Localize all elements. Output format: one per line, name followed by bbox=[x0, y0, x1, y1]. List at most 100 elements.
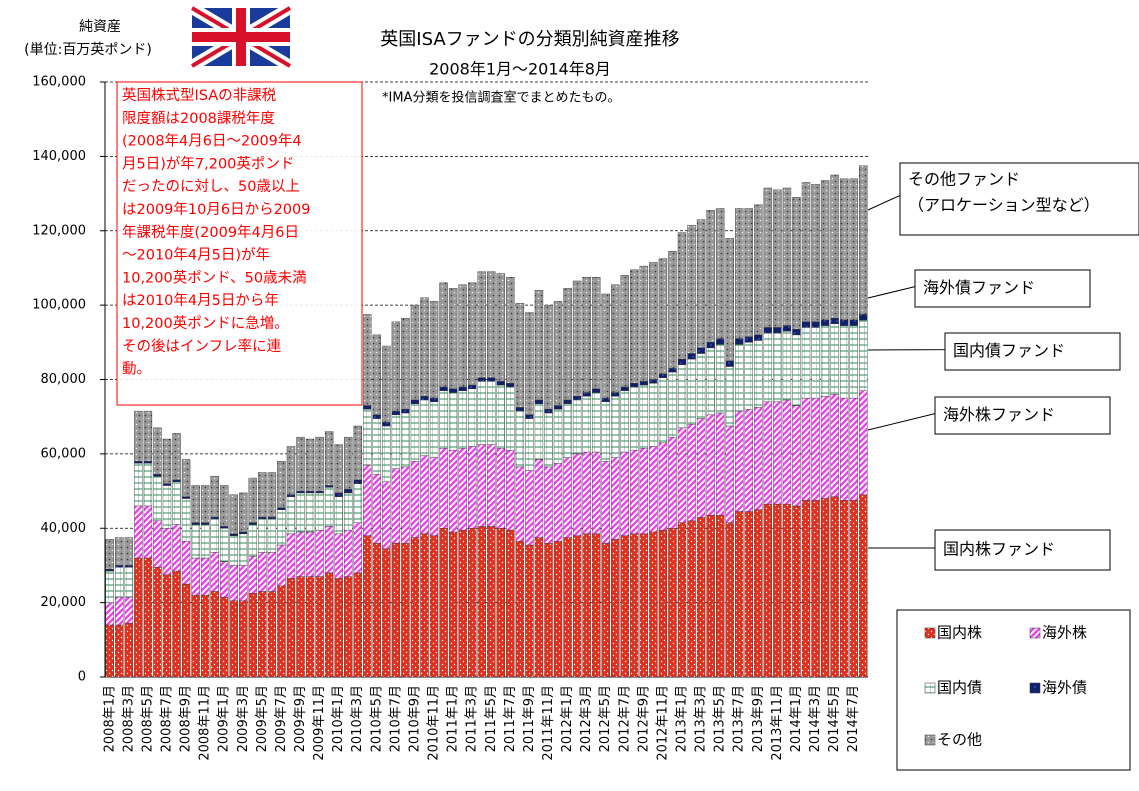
bar-segment bbox=[544, 304, 553, 410]
bar-segment bbox=[582, 451, 591, 535]
bar-segment bbox=[715, 515, 725, 678]
bar-segment bbox=[448, 288, 458, 389]
bar-segment bbox=[544, 409, 553, 414]
bar-segment bbox=[296, 531, 305, 577]
bar-segment bbox=[105, 602, 114, 626]
bar-segment bbox=[525, 312, 534, 416]
x-tick-label: 2009年9月 bbox=[293, 685, 308, 752]
bar-segment bbox=[410, 304, 420, 401]
bar-segment bbox=[401, 412, 410, 468]
callout-box bbox=[899, 162, 1139, 236]
bar-segment bbox=[859, 494, 868, 678]
bar-segment bbox=[458, 386, 467, 391]
bar-segment bbox=[296, 490, 305, 494]
bar-segment bbox=[410, 461, 420, 538]
bar-segment bbox=[191, 557, 200, 596]
x-tick-label: 2012年5月 bbox=[598, 685, 613, 752]
bar-segment bbox=[391, 542, 401, 678]
y-tick-label: 140,000 bbox=[32, 149, 86, 164]
bar-segment bbox=[162, 483, 172, 486]
bar-segment bbox=[181, 496, 191, 499]
bar-segment bbox=[687, 224, 696, 354]
bar-segment bbox=[258, 552, 267, 592]
bar-segment bbox=[439, 528, 448, 678]
bar-segment bbox=[563, 403, 572, 458]
legend-swatch bbox=[924, 734, 936, 746]
bar-segment bbox=[134, 557, 143, 678]
bar-segment bbox=[553, 541, 563, 678]
bar-segment bbox=[286, 578, 296, 678]
y-tick-label: 40,000 bbox=[41, 521, 87, 536]
bar-segment bbox=[649, 531, 658, 678]
bar-segment bbox=[105, 570, 114, 603]
bar-segment bbox=[792, 197, 801, 330]
bar-segment bbox=[735, 410, 744, 512]
bar-segment bbox=[124, 565, 134, 568]
bar-segment bbox=[487, 271, 496, 378]
bar-segment bbox=[754, 509, 763, 678]
bar-segment bbox=[639, 384, 649, 449]
bar-segment bbox=[754, 204, 763, 336]
bar-segment bbox=[658, 442, 668, 531]
x-tick-label: 2013年7月 bbox=[732, 685, 747, 752]
bar-segment bbox=[773, 503, 782, 678]
bar-segment bbox=[715, 208, 725, 339]
bar-segment bbox=[706, 347, 715, 416]
bar-segment bbox=[267, 472, 277, 518]
bar-segment bbox=[448, 392, 458, 451]
bar-segment bbox=[239, 533, 248, 566]
bar-segment bbox=[506, 529, 515, 678]
bar-segment bbox=[315, 529, 324, 577]
bar-segment bbox=[782, 330, 792, 401]
bar-segment bbox=[591, 388, 601, 393]
bar-segment bbox=[315, 492, 324, 531]
bar-segment bbox=[677, 364, 687, 429]
bar-segment bbox=[763, 401, 773, 505]
bar-segment bbox=[334, 492, 343, 497]
bar-segment bbox=[124, 622, 134, 678]
bar-segment bbox=[372, 542, 382, 678]
bar-segment bbox=[115, 565, 124, 568]
bar-segment bbox=[467, 384, 477, 389]
bar-segment bbox=[639, 448, 649, 535]
x-tick-label: 2013年1月 bbox=[675, 685, 690, 752]
bar-segment bbox=[410, 403, 420, 462]
x-tick-label: 2014年7月 bbox=[846, 685, 861, 752]
bar-segment bbox=[286, 533, 296, 579]
bar-segment bbox=[162, 574, 172, 678]
bar-segment bbox=[849, 500, 858, 678]
legend-box bbox=[896, 609, 1131, 771]
x-tick-label: 2013年3月 bbox=[694, 685, 709, 752]
bar-segment bbox=[830, 174, 839, 319]
bar-segment bbox=[181, 541, 191, 585]
bar-segment bbox=[286, 496, 296, 535]
bar-segment bbox=[544, 542, 553, 678]
bar-segment bbox=[763, 332, 773, 403]
bar-segment bbox=[715, 412, 725, 516]
bar-segment bbox=[258, 518, 267, 553]
bar-segment bbox=[458, 529, 467, 678]
callout-line bbox=[867, 333, 946, 351]
bar-segment bbox=[754, 407, 763, 510]
annotation-text: 限度額は2008課税年度 bbox=[122, 110, 275, 127]
bar-segment bbox=[706, 414, 715, 516]
bar-segment bbox=[515, 407, 525, 412]
bar-segment bbox=[248, 555, 258, 594]
annotation-box bbox=[116, 81, 363, 406]
x-tick-label: 2008年5月 bbox=[140, 685, 155, 752]
bar-segment bbox=[658, 377, 668, 443]
bar-segment bbox=[849, 319, 858, 326]
bar-segment bbox=[611, 284, 620, 393]
bar-segment bbox=[372, 418, 382, 475]
callout-box bbox=[934, 529, 1111, 571]
bar-segment bbox=[735, 511, 744, 678]
bar-segment bbox=[105, 539, 114, 570]
bar-segment bbox=[420, 396, 429, 401]
bar-segment bbox=[382, 425, 391, 482]
bar-segment bbox=[544, 412, 553, 468]
bar-segment bbox=[134, 462, 143, 507]
bar-segment bbox=[439, 386, 448, 391]
bar-segment bbox=[353, 479, 362, 484]
bar-segment bbox=[439, 282, 448, 388]
bar-segment bbox=[210, 516, 219, 520]
